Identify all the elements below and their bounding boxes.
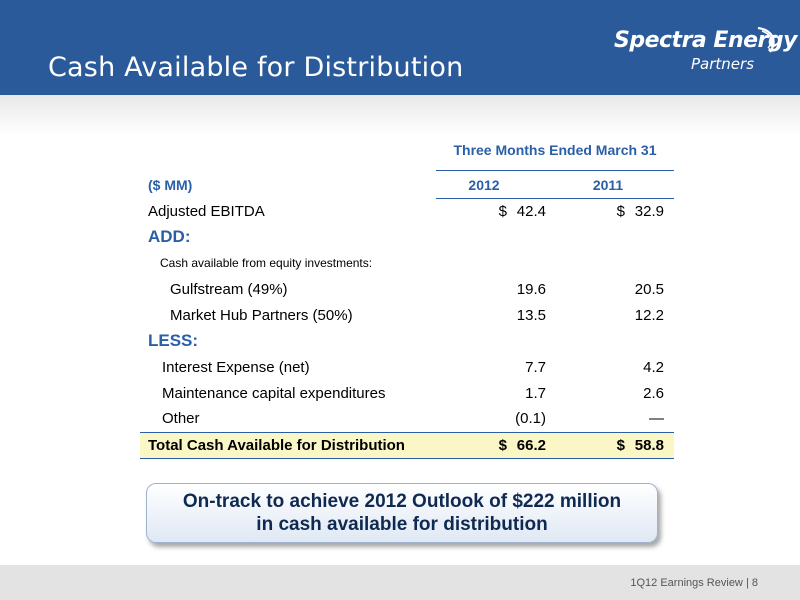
column-header-2011: 2011	[550, 172, 674, 199]
value-2012: 42.4	[516, 202, 546, 220]
value-2012: 13.5	[516, 306, 546, 324]
value-2011: 58.8	[634, 436, 664, 454]
row-label: Maintenance capital expenditures	[162, 384, 386, 402]
table-row-total: Total Cash Available for Distribution $ …	[140, 431, 674, 459]
value-2011: —	[649, 410, 664, 428]
row-label: Cash available from equity investments:	[160, 256, 373, 270]
callout-line-2: in cash available for distribution	[256, 514, 548, 535]
section-label-less: LESS:	[148, 331, 199, 350]
value-2012: (0.1)	[515, 410, 546, 428]
table-row-interest: Interest Expense (net) 7.7 4.2	[140, 354, 674, 380]
period-header: Three Months Ended March 31	[453, 142, 657, 158]
table-row-maintenance: Maintenance capital expenditures 1.7 2.6	[140, 380, 674, 406]
value-2011: 2.6	[643, 384, 664, 402]
footer-band	[0, 565, 800, 600]
outlook-callout: On-track to achieve 2012 Outlook of $222…	[146, 483, 658, 543]
row-label: Market Hub Partners (50%)	[170, 306, 353, 324]
currency-symbol: $	[616, 202, 625, 220]
footer-label: 1Q12 Earnings Review	[630, 577, 743, 589]
table-row-adjusted-ebitda: Adjusted EBITDA $ 42.4 $ 32.9	[140, 198, 674, 224]
currency-symbol: $	[616, 436, 625, 454]
table-row-market-hub: Market Hub Partners (50%) 13.5 12.2	[140, 302, 674, 328]
company-logo: Spectra Energy Partners	[614, 26, 797, 82]
header-bar: Cash Available for Distribution Spectra …	[0, 0, 800, 95]
cash-distribution-table: ($ MM) 2012 2011 Adjusted EBITDA $ 42.4 …	[140, 172, 674, 459]
footer-separator: |	[745, 577, 752, 589]
logo-main-text: Spectra Energy	[614, 28, 797, 53]
period-header-rule	[436, 170, 674, 171]
table-row-other: Other (0.1) —	[140, 406, 674, 432]
page-number: 8	[751, 577, 758, 589]
value-2012: 1.7	[525, 384, 546, 402]
value-2012: 66.2	[516, 436, 546, 454]
value-2011: 12.2	[634, 306, 664, 324]
section-label-add: ADD:	[148, 227, 191, 246]
header-gradient-band	[0, 95, 800, 135]
value-2012: 7.7	[525, 358, 546, 376]
page-title: Cash Available for Distribution	[48, 52, 464, 83]
table-row-gulfstream: Gulfstream (49%) 19.6 20.5	[140, 276, 674, 302]
row-label: Interest Expense (net)	[162, 358, 310, 376]
unit-label: ($ MM)	[148, 177, 193, 193]
row-label: Other	[162, 410, 200, 428]
value-2011: 32.9	[634, 202, 664, 220]
currency-symbol: $	[498, 436, 507, 454]
table-row-equity-subhead: Cash available from equity investments:	[140, 250, 674, 276]
footer: 1Q12 Earnings Review | 8	[630, 577, 758, 589]
logo-sub-text: Partners	[691, 55, 755, 73]
column-header-2012: 2012	[436, 172, 550, 199]
callout-line-1: On-track to achieve 2012 Outlook of $222…	[182, 491, 622, 512]
currency-symbol: $	[498, 202, 507, 220]
value-2012: 19.6	[516, 280, 546, 298]
row-label: Gulfstream (49%)	[170, 280, 288, 298]
section-row-less: LESS:	[140, 328, 674, 354]
logo-swoosh-icon	[757, 26, 775, 53]
value-2011: 20.5	[634, 280, 664, 298]
row-label: Total Cash Available for Distribution	[140, 431, 436, 459]
section-row-add: ADD:	[140, 224, 674, 250]
value-2011: 4.2	[643, 358, 664, 376]
table-header-row: ($ MM) 2012 2011	[140, 172, 674, 199]
row-label: Adjusted EBITDA	[148, 202, 265, 220]
